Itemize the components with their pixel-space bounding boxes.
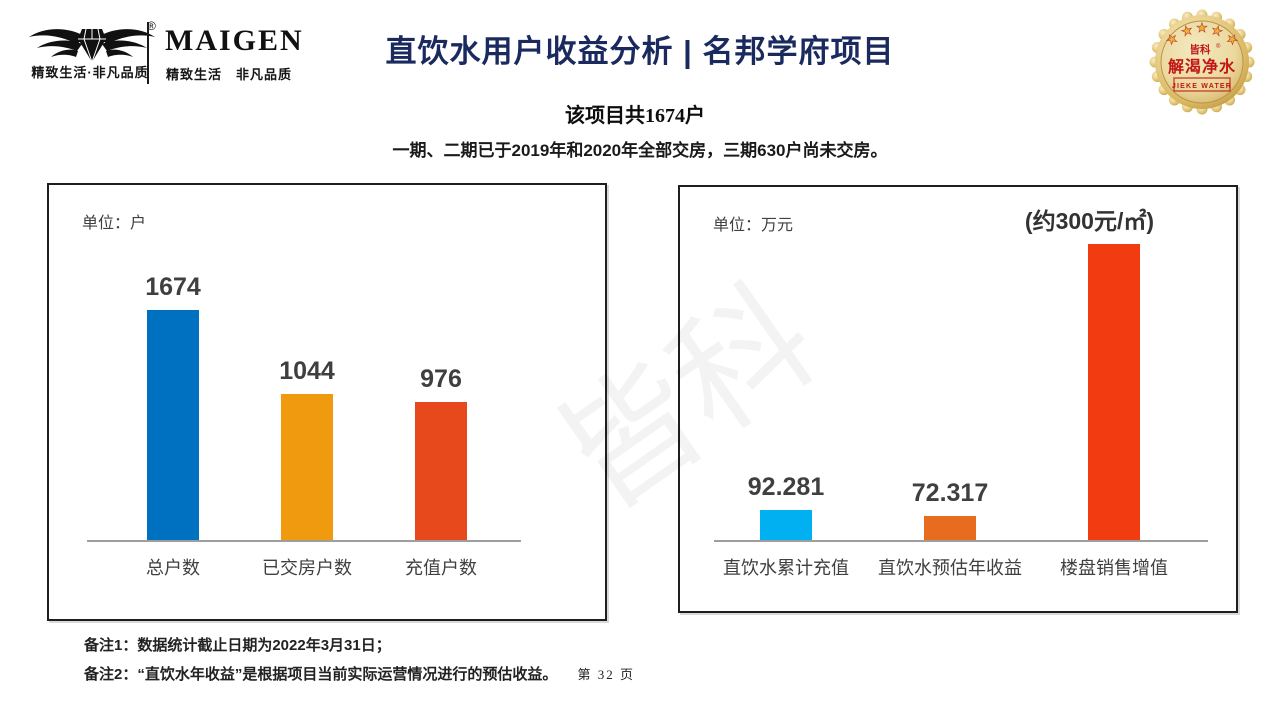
page-number: 第 32 页 [577,667,636,682]
annotation-price-per-sqm: (约300元/㎡) [1024,208,1154,234]
chart-panel-households: 单位：户 1674 总户数 1044 已交房户数 976 充值户数 [47,183,607,621]
x-axis-line [87,540,521,542]
category-label: 直饮水预估年收益 [878,558,1022,578]
footnotes: 备注1：数据统计截止日期为2022年3月31日； 备注2：“直饮水年收益”是根据… [84,631,635,689]
bar-value-label: 1674 [145,273,201,301]
category-label: 直饮水累计充值 [723,558,849,578]
footnote-1: 备注1：数据统计截止日期为2022年3月31日； [84,637,391,654]
svg-text:★: ★ [1210,22,1225,40]
bar-2 [1088,244,1140,540]
registered-mark: ® [147,19,156,33]
chart-panel-revenue: 单位：万元 (约300元/㎡) 92.281 直饮水累计充值 72.317 直饮水预估… [678,185,1238,613]
unit-label-revenue: 单位：万元 [713,217,794,234]
logo-tagline-left: 精致生活·非凡品质 [31,65,149,80]
bar-2 [415,402,467,540]
bar-value-label: 976 [420,365,462,393]
category-label: 楼盘销售增值 [1060,558,1168,578]
bar-chart-households: 1674 总户数 1044 已交房户数 976 充值户数 [49,185,605,619]
category-label: 充值户数 [405,558,477,578]
svg-text:★: ★ [1196,20,1208,35]
bar-value-label: 92.281 [747,473,825,501]
category-label: 总户数 [146,558,200,578]
page-title: 直饮水用户收益分析 | 名邦学府项目 [385,34,895,69]
bar-1 [281,394,333,540]
badge-brand-small: 皆科 [1190,43,1212,56]
footnote-2: 备注2：“直饮水年收益”是根据项目当前实际运营情况进行的预估收益。 [84,666,558,683]
bar-0 [147,310,199,540]
badge-brand-main: 解渴净水 [1168,57,1236,76]
subtitle-total-households: 该项目共1674户 [565,105,705,127]
brand-name: MAIGEN [165,24,304,57]
logo-divider [147,22,149,84]
bar-value-label: 1044 [279,357,335,385]
jieke-water-badge-icon: ★ ★ ★ ★ ★ 皆科 ® 解渴净水 JIEKE WATER [1149,9,1255,115]
badge-brand-en: JIEKE WATER [1172,83,1232,90]
category-label: 已交房户数 [262,558,352,578]
svg-text:★: ★ [1179,22,1194,40]
bar-chart-revenue: 92.281 直饮水累计充值 72.317 直饮水预估年收益 楼盘销售增值 [680,187,1236,611]
bar-value-label: 72.317 [911,479,989,507]
maigen-diamond-logo-icon: ® [29,19,156,63]
badge-registered-mark: ® [1216,43,1221,50]
subtitle-delivery-status: 一期、二期已于2019年和2020年全部交房，三期630户尚未交房。 [392,141,888,160]
unit-label-households: 单位：户 [82,215,147,232]
x-axis-line [714,540,1208,542]
bar-0 [760,510,812,540]
bar-1 [924,516,976,540]
logo-tagline-right: 精致生活 非凡品质 [166,67,293,82]
